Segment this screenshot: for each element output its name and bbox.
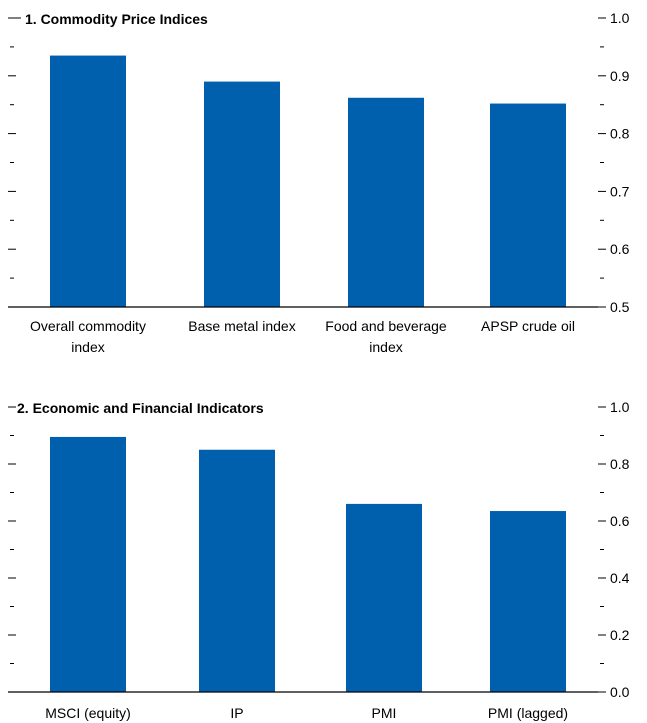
bar [490, 103, 566, 307]
y-tick-label: 0.9 [610, 68, 630, 84]
bar [348, 97, 424, 307]
category-label-line: Overall commodity [30, 318, 146, 334]
y-tick-label: 0.2 [610, 627, 630, 643]
category-label: Base metal index [188, 318, 295, 334]
y-tick-label: 0.8 [610, 456, 630, 472]
y-tick-label: 1.0 [610, 399, 630, 415]
y-tick-label: 0.5 [610, 299, 630, 315]
y-tick-label: 1.0 [610, 10, 630, 26]
category-label-line: MSCI (equity) [45, 705, 131, 721]
category-label-line: Food and beverage [325, 318, 447, 334]
category-label-line: Base metal index [188, 318, 295, 334]
category-label-line: PMI [372, 705, 397, 721]
category-label-line: APSP crude oil [481, 318, 575, 334]
bar [204, 81, 280, 307]
category-label: Food and beverage index [325, 318, 447, 355]
category-label-line: PMI (lagged) [488, 705, 568, 721]
y-tick-label: 0.6 [610, 513, 630, 529]
category-label-line: index [71, 339, 104, 355]
bar [346, 503, 422, 692]
bar [50, 436, 126, 692]
bar [490, 511, 566, 692]
category-label-line: IP [230, 705, 243, 721]
y-tick-label: 0.0 [610, 684, 630, 700]
category-label: MSCI (equity) [45, 705, 131, 721]
panel-economic-financial-indicators: 2. Economic and Financial Indicators 0.0… [8, 399, 630, 721]
y-tick-label: 0.4 [610, 570, 630, 586]
category-label: IP [230, 705, 243, 721]
y-tick-label: 0.8 [610, 126, 630, 142]
category-label-line: index [369, 339, 402, 355]
bar [50, 55, 126, 307]
bar [199, 449, 275, 692]
panel-2-title: 2. Economic and Financial Indicators [17, 400, 264, 416]
category-label: Overall commodity index [30, 318, 146, 355]
y-tick-label: 0.6 [610, 241, 630, 257]
y-tick-label: 0.7 [610, 183, 630, 199]
category-label: APSP crude oil [481, 318, 575, 334]
category-label: PMI [372, 705, 397, 721]
panel-1-title: 1. Commodity Price Indices [25, 11, 208, 27]
category-label: PMI (lagged) [488, 705, 568, 721]
panel-commodity-price-indices: 1. Commodity Price Indices 0.5 0.6 0.7 0.8 0… [8, 10, 630, 355]
